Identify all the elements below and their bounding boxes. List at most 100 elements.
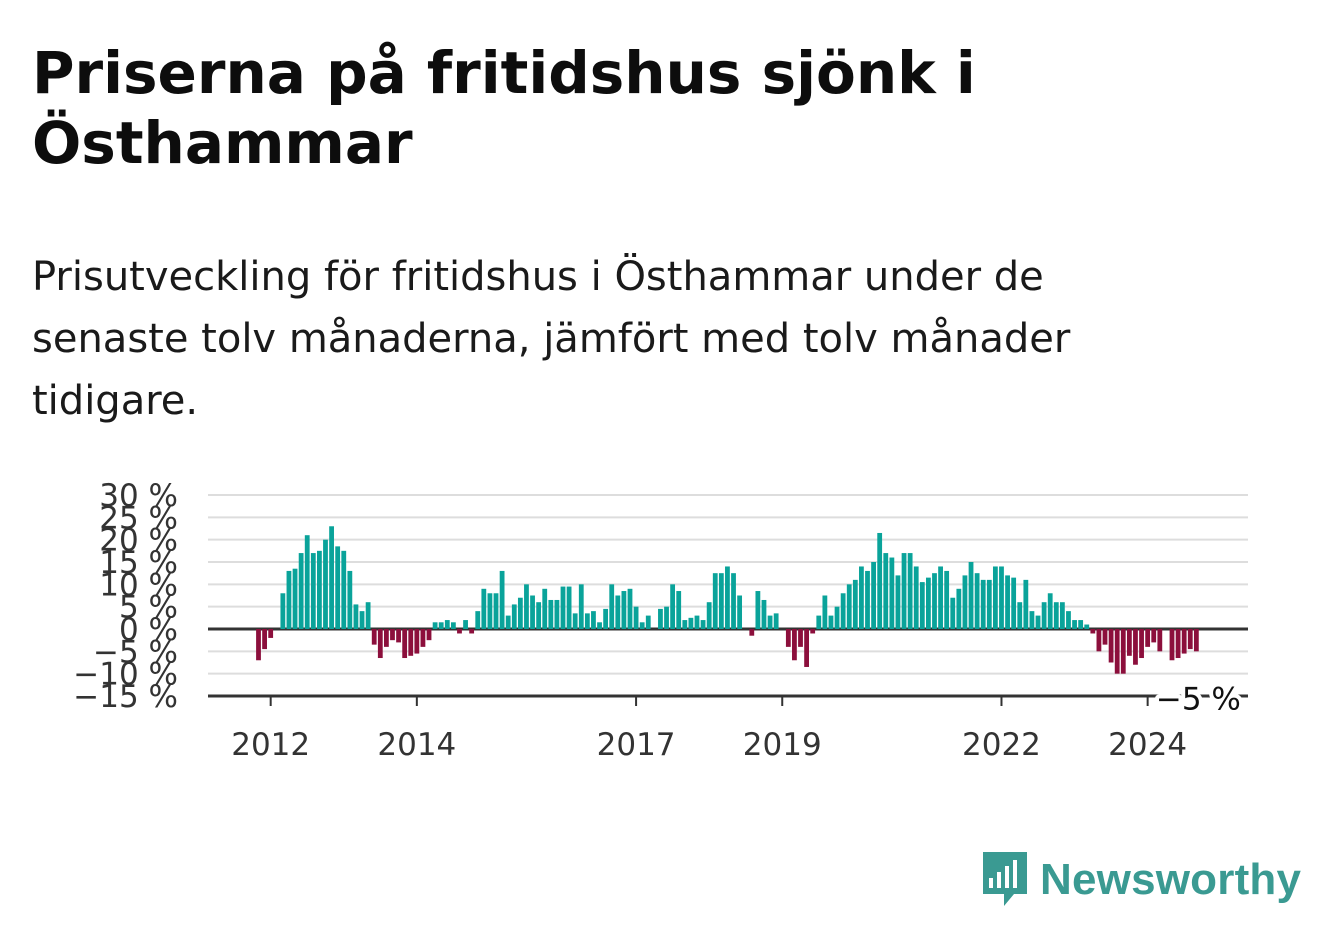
bar — [603, 608, 609, 629]
y-tick-label: 20 % — [99, 523, 178, 559]
bar — [883, 553, 889, 629]
bar — [846, 584, 852, 629]
bar — [420, 629, 426, 647]
bar — [329, 526, 334, 629]
bar — [706, 602, 712, 629]
last-value-label: −5 % — [1156, 681, 1241, 717]
bar — [889, 557, 895, 629]
bar — [986, 579, 992, 629]
bar — [499, 570, 505, 629]
bar — [560, 586, 566, 629]
bar — [1005, 575, 1010, 629]
bar — [256, 629, 261, 661]
bar — [852, 579, 858, 629]
bar — [1151, 629, 1157, 643]
y-tick-label: −15 % — [73, 679, 178, 715]
bar — [956, 588, 962, 629]
bar — [524, 584, 529, 629]
bar — [950, 597, 956, 629]
bar — [932, 573, 937, 629]
bar — [731, 573, 736, 629]
bar — [645, 615, 651, 629]
bar — [694, 615, 700, 629]
bar — [798, 629, 803, 647]
bar — [1041, 602, 1047, 629]
newsworthy-logo-icon — [983, 852, 1027, 906]
bar — [1120, 629, 1126, 674]
bar — [584, 613, 590, 629]
bar — [1084, 624, 1090, 629]
bar — [938, 566, 943, 629]
bar — [1126, 629, 1132, 656]
bar — [609, 584, 615, 629]
bar — [1011, 577, 1017, 629]
bar — [347, 570, 353, 629]
bar — [1169, 629, 1175, 661]
bar — [481, 588, 487, 629]
bar — [712, 573, 718, 629]
bar — [718, 573, 724, 629]
bar — [658, 608, 663, 629]
bar — [992, 566, 998, 629]
bar — [365, 602, 371, 629]
bar — [383, 629, 389, 647]
newsworthy-logo[interactable]: Newsworthy — [980, 850, 1301, 910]
x-tick-label: 2017 — [597, 727, 676, 763]
bar — [980, 579, 986, 629]
bar — [1114, 629, 1120, 674]
bar — [615, 595, 621, 629]
x-tick-label: 2024 — [1108, 727, 1187, 763]
y-tick-label: −5 % — [93, 634, 178, 670]
bar — [639, 622, 645, 629]
bar — [450, 622, 456, 629]
bar — [627, 588, 633, 629]
bar — [834, 606, 840, 629]
bars — [256, 526, 1199, 674]
bar — [810, 629, 816, 634]
bar — [859, 566, 864, 629]
x-tick-label: 2022 — [962, 727, 1041, 763]
bar — [1157, 629, 1163, 652]
bar — [670, 584, 676, 629]
bar — [974, 573, 980, 629]
bar — [353, 604, 359, 629]
bar — [1023, 579, 1029, 629]
bar — [493, 593, 499, 629]
bar — [1017, 602, 1023, 629]
y-tick-label: 25 % — [99, 500, 178, 536]
bar — [944, 570, 950, 629]
bar — [298, 553, 304, 629]
bar — [901, 553, 907, 629]
bar — [962, 575, 968, 629]
bar — [773, 613, 779, 629]
bar — [633, 606, 639, 629]
bar — [999, 566, 1004, 629]
y-tick-label: 10 % — [99, 567, 178, 603]
bar — [725, 566, 730, 629]
bar — [1078, 620, 1084, 629]
bar — [566, 586, 572, 629]
bar — [785, 629, 791, 647]
bar — [700, 620, 706, 629]
bar — [371, 629, 377, 645]
bar — [268, 629, 274, 638]
bar — [737, 595, 743, 629]
bar — [1090, 629, 1096, 634]
bar — [304, 535, 310, 629]
bar — [865, 570, 870, 629]
bar — [444, 620, 450, 629]
bar — [487, 593, 493, 629]
bar — [1175, 629, 1181, 659]
bar — [1066, 611, 1071, 629]
bar — [475, 611, 481, 629]
bar — [792, 629, 797, 661]
x-tick-label: 2012 — [231, 727, 310, 763]
bar — [578, 584, 584, 629]
bar — [1145, 629, 1151, 647]
bar — [505, 615, 511, 629]
bar — [1187, 629, 1193, 650]
bar — [877, 532, 883, 629]
bar — [286, 570, 292, 629]
bar — [408, 629, 414, 656]
bar — [840, 593, 846, 629]
